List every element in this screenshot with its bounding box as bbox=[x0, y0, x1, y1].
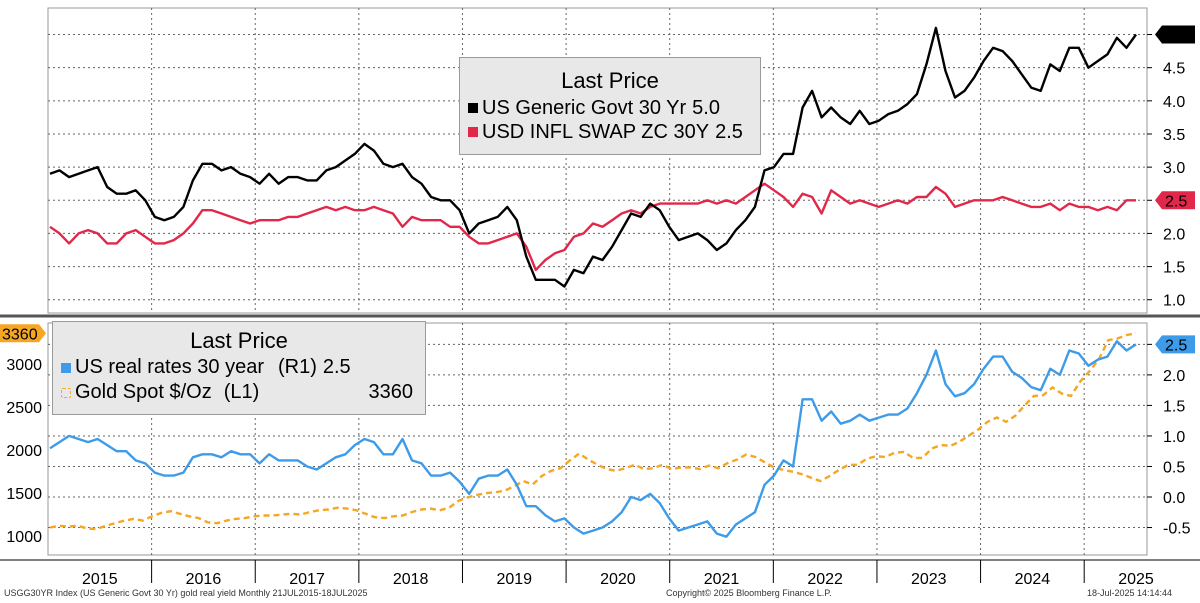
year-label: 2023 bbox=[911, 571, 947, 588]
legend-item-inflswap: USD INFL SWAP ZC 30Y 2.5 bbox=[468, 120, 752, 144]
last-tag-inflswap-text: 2.5 bbox=[1165, 193, 1187, 210]
left-tick-label-bottom: 2500 bbox=[6, 400, 42, 417]
footer-copyright: Copyright© 2025 Bloomberg Finance L.P. bbox=[666, 588, 832, 598]
year-label: 2015 bbox=[82, 571, 118, 588]
legend-value-realrates: 2.5 bbox=[322, 356, 351, 378]
series-line-realrates bbox=[49, 340, 1137, 538]
last-tag-gold-text: 3360 bbox=[2, 326, 38, 343]
footer-source: USGG30YR Index (US Generic Govt 30 Yr) g… bbox=[4, 588, 368, 598]
legend-swatch-gold bbox=[61, 387, 71, 398]
last-tag-realrates-bg bbox=[1155, 335, 1195, 354]
legend-swatch-govt30 bbox=[468, 103, 478, 113]
right-tick-label-bottom: 0.0 bbox=[1163, 490, 1185, 507]
left-tick-label-bottom: 3000 bbox=[6, 357, 42, 374]
legend-value-gold: 3360 bbox=[368, 381, 414, 403]
right-tick-label-bottom: 1.0 bbox=[1163, 429, 1185, 446]
top-panel-frame bbox=[47, 7, 1148, 314]
left-tick-label-bottom: 1000 bbox=[6, 529, 42, 546]
bottom-legend-title: Last Price bbox=[190, 328, 288, 353]
bottom-legend: Last Price US real rates 30 year (R1) 2.… bbox=[52, 321, 426, 415]
year-label: 2016 bbox=[186, 571, 222, 588]
right-tick-label-top: 4.0 bbox=[1163, 94, 1185, 111]
legend-label-govt30: US Generic Govt 30 Yr bbox=[482, 97, 687, 119]
legend-item-govt30: US Generic Govt 30 Yr 5.0 bbox=[468, 96, 752, 120]
right-tick-label-top: 4.5 bbox=[1163, 61, 1185, 78]
grid-layer bbox=[0, 7, 1200, 556]
legend-axis-gold: (L1) bbox=[223, 381, 260, 403]
right-tick-label-bottom: 0.5 bbox=[1163, 459, 1185, 476]
last-tag-gold-bg bbox=[0, 324, 46, 343]
year-label: 2025 bbox=[1118, 571, 1154, 588]
bottom-panel-frame bbox=[47, 322, 1148, 556]
right-tick-label-top: 1.0 bbox=[1163, 293, 1185, 310]
year-label: 2019 bbox=[496, 571, 532, 588]
right-tick-label-bottom: -0.5 bbox=[1163, 521, 1191, 538]
last-tag-govt30-text: 5.0 bbox=[1165, 28, 1187, 45]
legend-label-inflswap: USD INFL SWAP ZC 30Y bbox=[482, 121, 710, 143]
legend-label-realrates: US real rates 30 year bbox=[75, 356, 264, 378]
legend-value-govt30: 5.0 bbox=[692, 97, 720, 119]
right-tick-label-bottom: 1.5 bbox=[1163, 398, 1185, 415]
series-line-govt30 bbox=[49, 26, 1137, 288]
year-label: 2020 bbox=[600, 571, 636, 588]
right-tick-label-top: 3.0 bbox=[1163, 160, 1185, 177]
legend-item-realrates: US real rates 30 year (R1) 2.5 bbox=[61, 355, 417, 380]
right-tick-label-bottom: 2.0 bbox=[1163, 368, 1185, 385]
year-label: 2021 bbox=[704, 571, 740, 588]
top-legend: Last Price US Generic Govt 30 Yr 5.0 USD… bbox=[459, 57, 761, 155]
legend-axis-realrates: (R1) bbox=[277, 356, 317, 378]
right-tick-label-top: 2.0 bbox=[1163, 226, 1185, 243]
series-line-inflswap bbox=[49, 182, 1136, 272]
year-label: 2022 bbox=[807, 571, 843, 588]
left-tick-label-bottom: 1500 bbox=[6, 486, 42, 503]
legend-swatch-inflswap bbox=[468, 127, 478, 137]
last-tag-inflswap-bg bbox=[1155, 191, 1195, 210]
series-layer bbox=[49, 26, 1137, 538]
year-label: 2017 bbox=[289, 571, 325, 588]
right-tick-label-top: 3.5 bbox=[1163, 127, 1185, 144]
legend-item-gold: Gold Spot $/Oz (L1) 3360 bbox=[61, 380, 417, 405]
top-legend-title: Last Price bbox=[561, 68, 659, 93]
year-label: 2024 bbox=[1015, 571, 1051, 588]
right-tick-label-top: 1.5 bbox=[1163, 260, 1185, 277]
left-tick-label-bottom: 2000 bbox=[6, 443, 42, 460]
year-label: 2018 bbox=[393, 571, 429, 588]
last-tag-realrates-text: 2.5 bbox=[1165, 337, 1187, 354]
legend-swatch-realrates bbox=[61, 362, 71, 373]
last-tag-govt30-bg bbox=[1155, 25, 1195, 44]
legend-value-inflswap: 2.5 bbox=[715, 121, 743, 143]
legend-label-gold: Gold Spot $/Oz bbox=[75, 381, 212, 403]
series-line-gold bbox=[49, 332, 1137, 531]
axis-layer: 2015 2016 2017 2018 2019 2020 2021 2022 2023 2024… bbox=[0, 25, 1200, 588]
footer-timestamp: 18-Jul-2025 14:14:44 bbox=[1087, 588, 1173, 598]
